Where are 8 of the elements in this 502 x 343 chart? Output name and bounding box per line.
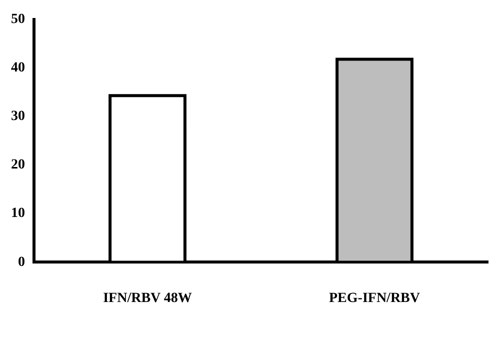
x-tick-label: IFN/RBV 48W <box>103 291 192 306</box>
y-tick-label: 40 <box>11 60 25 76</box>
y-tick-label: 30 <box>11 109 25 124</box>
y-tick-label: 10 <box>11 206 25 222</box>
y-tick-label: 0 <box>18 254 25 270</box>
x-tick-label: PEG-IFN/RBV <box>329 291 420 306</box>
y-tick-label: 20 <box>11 158 25 173</box>
y-tick-label: 50 <box>11 12 25 28</box>
